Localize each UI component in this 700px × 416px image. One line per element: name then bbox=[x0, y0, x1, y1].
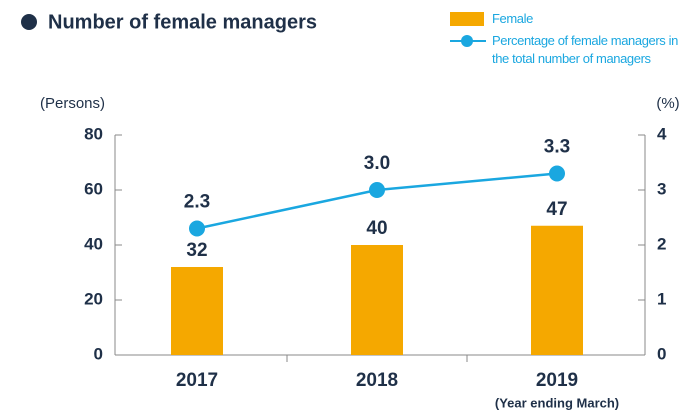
data-label: 32 bbox=[186, 240, 207, 261]
y-tick-label: 80 bbox=[84, 124, 103, 143]
y2-tick-label: 3 bbox=[657, 179, 666, 198]
chart-title: Number of female managers bbox=[48, 11, 317, 33]
line-point bbox=[549, 165, 565, 182]
legend: Female Percentage of female managers in … bbox=[450, 10, 692, 72]
bar bbox=[351, 245, 403, 355]
legend-swatch bbox=[450, 32, 488, 50]
data-label: 3.3 bbox=[544, 137, 570, 158]
bar bbox=[171, 267, 223, 355]
y2-tick-label: 4 bbox=[657, 124, 667, 143]
x-tick-label: 2018 bbox=[356, 370, 398, 391]
y2-tick-label: 1 bbox=[657, 289, 666, 308]
line-point bbox=[369, 182, 385, 198]
y2-axis-label: (%) bbox=[656, 95, 679, 112]
annotation: (Year ending March) bbox=[495, 395, 619, 410]
data-label: 40 bbox=[366, 218, 387, 239]
legend-item: Percentage of female managers in the tot… bbox=[450, 32, 692, 68]
y-tick-label: 60 bbox=[84, 179, 103, 198]
data-label: 47 bbox=[546, 199, 567, 220]
legend-label: Percentage of female managers in the tot… bbox=[492, 33, 678, 66]
y-tick-label: 20 bbox=[84, 289, 103, 308]
legend-swatch bbox=[450, 10, 488, 28]
y-tick-label: 0 bbox=[94, 344, 103, 363]
legend-item: Female bbox=[450, 10, 692, 28]
x-tick-label: 2019 bbox=[536, 370, 578, 391]
line-point bbox=[189, 220, 205, 237]
y-axis-label: (Persons) bbox=[40, 95, 105, 112]
title-bullet bbox=[21, 14, 37, 30]
bar bbox=[531, 225, 583, 355]
legend-label: Female bbox=[492, 11, 533, 26]
y2-tick-label: 2 bbox=[657, 234, 666, 253]
data-label: 3.0 bbox=[364, 153, 390, 174]
x-tick-label: 2017 bbox=[176, 370, 218, 391]
y-tick-label: 40 bbox=[84, 234, 103, 253]
data-label: 2.3 bbox=[184, 192, 210, 213]
y2-tick-label: 0 bbox=[657, 344, 666, 363]
